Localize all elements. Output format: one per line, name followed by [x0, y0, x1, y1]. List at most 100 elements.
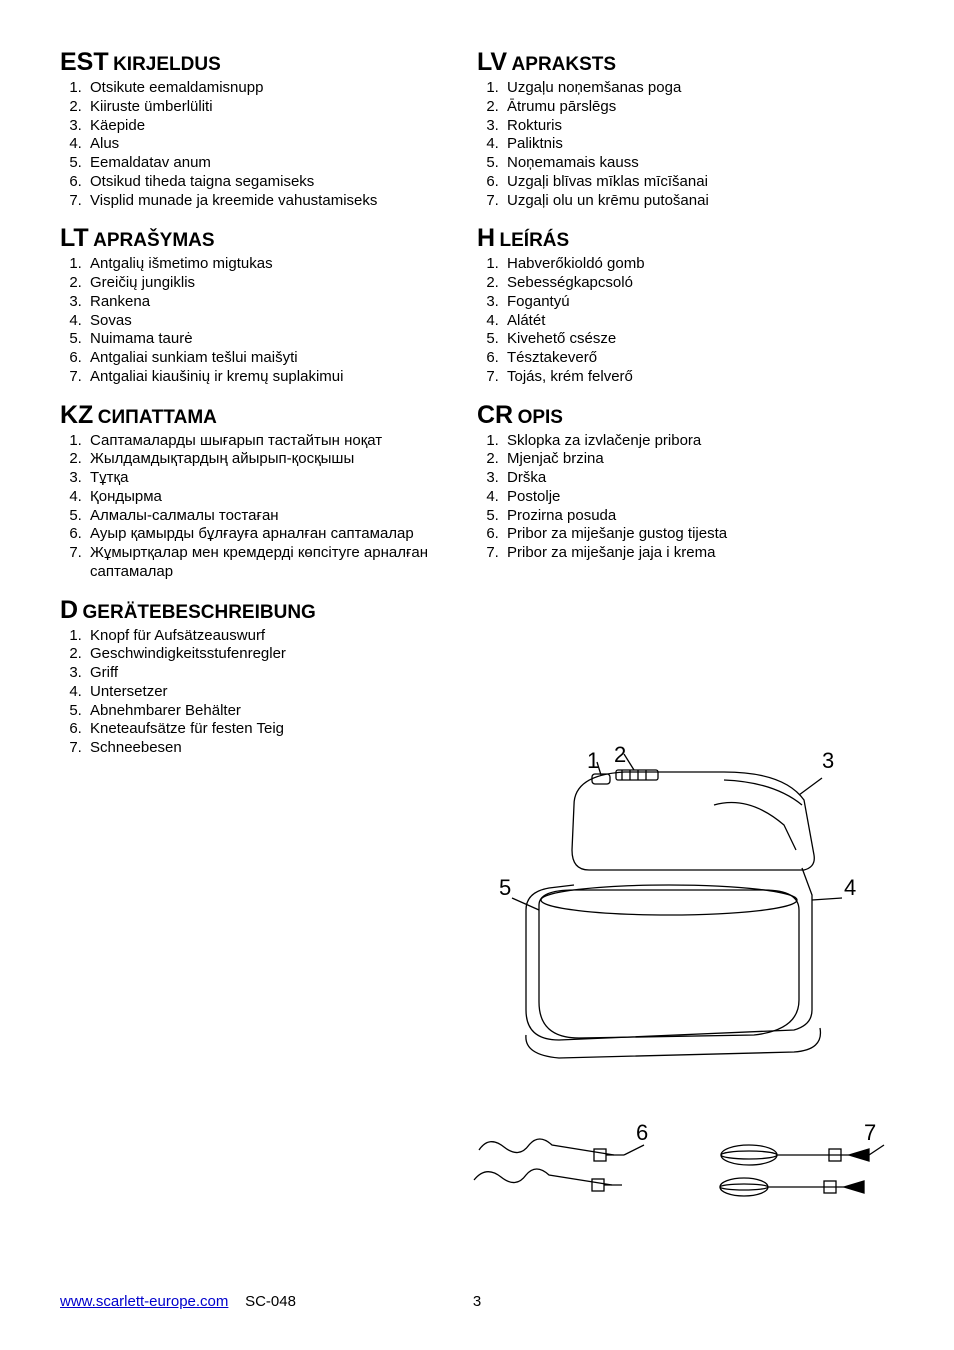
list-item: Habverőkioldó gomb — [503, 255, 894, 274]
list-item: Noņemamais kauss — [503, 154, 894, 173]
list-item: Abnehmbarer Behälter — [86, 702, 467, 721]
list-item: Rankena — [86, 293, 467, 312]
section-title-lt: LT APRAŠYMAS — [60, 224, 467, 253]
section-title-cr: CR OPIS — [477, 401, 894, 430]
list-item: Sovas — [86, 312, 467, 331]
list-item: Alátét — [503, 312, 894, 331]
title-word: OPIS — [518, 407, 563, 428]
columns-container: EST KIRJELDUS Otsikute eemaldamisnupp Ki… — [60, 48, 894, 772]
list-item: Postolje — [503, 488, 894, 507]
list-item: Ауыр қамырды бұлғауға арналған саптамала… — [86, 525, 467, 544]
list-item: Sklopka za izvlačenje pribora — [503, 432, 894, 451]
list-item: Käepide — [86, 117, 467, 136]
section-lt: LT APRAŠYMAS Antgalių išmetimo migtukas … — [60, 224, 467, 386]
list-item: Antgaliai kiaušinių ir kremų suplakimui — [86, 368, 467, 387]
parts-list-kz: Саптамаларды шығарып тастайтын ноқат Жыл… — [60, 432, 467, 582]
page-number: 3 — [473, 1293, 481, 1310]
product-diagram: 12 3 4 5 6 7 — [464, 740, 894, 1240]
title-word: LEÍRÁS — [500, 230, 570, 251]
list-item: Otsikute eemaldamisnupp — [86, 79, 467, 98]
list-item: Greičių jungiklis — [86, 274, 467, 293]
section-lv: LV APRAKSTS Uzgaļu noņemšanas poga Ātrum… — [477, 48, 894, 210]
list-item: Knopf für Aufsätzeauswurf — [86, 627, 467, 646]
section-est: EST KIRJELDUS Otsikute eemaldamisnupp Ki… — [60, 48, 467, 210]
title-word: APRAKSTS — [512, 54, 617, 75]
list-item: Kivehető csésze — [503, 330, 894, 349]
list-item: Schneebesen — [86, 739, 467, 758]
section-cr: CR OPIS Sklopka za izvlačenje pribora Mj… — [477, 401, 894, 563]
list-item: Paliktnis — [503, 135, 894, 154]
list-item: Саптамаларды шығарып тастайтын ноқат — [86, 432, 467, 451]
list-item: Otsikud tiheda taigna segamiseks — [86, 173, 467, 192]
lang-code: D — [60, 596, 78, 624]
list-item: Ātrumu pārslēgs — [503, 98, 894, 117]
page-footer: www.scarlett-europe.com SC-048 3 — [60, 1293, 894, 1310]
diagram-label-1: 1 — [587, 748, 599, 773]
list-item: Untersetzer — [86, 683, 467, 702]
lang-code: CR — [477, 401, 513, 429]
list-item: Drška — [503, 469, 894, 488]
list-item: Mjenjač brzina — [503, 450, 894, 469]
diagram-label-2: 2 — [614, 742, 626, 767]
list-item: Жұмыртқалар мен кремдерді көпсітуге арна… — [86, 544, 467, 582]
right-column: LV APRAKSTS Uzgaļu noņemšanas poga Ātrum… — [477, 48, 894, 772]
footer-link[interactable]: www.scarlett-europe.com — [60, 1293, 228, 1310]
section-h: H LEÍRÁS Habverőkioldó gomb Sebességkapc… — [477, 224, 894, 386]
list-item: Prozirna posuda — [503, 507, 894, 526]
section-d: D GERÄTEBESCHREIBUNG Knopf für Aufsätzea… — [60, 596, 467, 758]
mixer-diagram-svg: 12 3 4 5 6 7 — [464, 740, 894, 1240]
list-item: Nuimama taurė — [86, 330, 467, 349]
lang-code: EST — [60, 48, 109, 76]
list-item: Eemaldatav anum — [86, 154, 467, 173]
list-item: Kneteaufsätze für festen Teig — [86, 720, 467, 739]
footer-model: SC-048 — [233, 1293, 296, 1310]
list-item: Tésztakeverő — [503, 349, 894, 368]
lang-code: KZ — [60, 401, 93, 429]
lang-code: LT — [60, 224, 89, 252]
parts-list-lt: Antgalių išmetimo migtukas Greičių jungi… — [60, 255, 467, 386]
list-item: Тұтқа — [86, 469, 467, 488]
list-item: Fogantyú — [503, 293, 894, 312]
list-item: Pribor za miješanje jaja i krema — [503, 544, 894, 563]
diagram-label-5: 5 — [499, 875, 511, 900]
lang-code: H — [477, 224, 495, 252]
list-item: Kiiruste ümberlüliti — [86, 98, 467, 117]
list-item: Geschwindigkeitsstufenregler — [86, 645, 467, 664]
title-word: GERÄTEBESCHREIBUNG — [83, 602, 316, 623]
list-item: Alus — [86, 135, 467, 154]
list-item: Жылдамдықтардың айырып-қосқышы — [86, 450, 467, 469]
diagram-label-6: 6 — [636, 1120, 648, 1145]
section-title-kz: KZ СИПАТТАМА — [60, 401, 467, 430]
left-column: EST KIRJELDUS Otsikute eemaldamisnupp Ki… — [60, 48, 477, 772]
parts-list-cr: Sklopka za izvlačenje pribora Mjenjač br… — [477, 432, 894, 563]
diagram-label-4: 4 — [844, 875, 856, 900]
parts-list-d: Knopf für Aufsätzeauswurf Geschwindigkei… — [60, 627, 467, 758]
list-item: Tojás, krém felverő — [503, 368, 894, 387]
parts-list-est: Otsikute eemaldamisnupp Kiiruste ümberlü… — [60, 79, 467, 210]
parts-list-h: Habverőkioldó gomb Sebességkapcsoló Foga… — [477, 255, 894, 386]
list-item: Алмалы-салмалы тостаған — [86, 507, 467, 526]
section-title-h: H LEÍRÁS — [477, 224, 894, 253]
lang-code: LV — [477, 48, 507, 76]
list-item: Uzgaļi olu un krēmu putošanai — [503, 192, 894, 211]
list-item: Visplid munade ja kreemide vahustamiseks — [86, 192, 467, 211]
list-item: Griff — [86, 664, 467, 683]
title-word: KIRJELDUS — [113, 54, 221, 75]
section-title-lv: LV APRAKSTS — [477, 48, 894, 77]
title-word: СИПАТТАМА — [98, 407, 217, 428]
list-item: Antgalių išmetimo migtukas — [86, 255, 467, 274]
section-title-est: EST KIRJELDUS — [60, 48, 467, 77]
list-item: Sebességkapcsoló — [503, 274, 894, 293]
list-item: Pribor za miješanje gustog tijesta — [503, 525, 894, 544]
title-word: APRAŠYMAS — [93, 230, 214, 251]
section-kz: KZ СИПАТТАМА Саптамаларды шығарып тастай… — [60, 401, 467, 582]
list-item: Rokturis — [503, 117, 894, 136]
diagram-label-3: 3 — [822, 748, 834, 773]
list-item: Uzgaļu noņemšanas poga — [503, 79, 894, 98]
parts-list-lv: Uzgaļu noņemšanas poga Ātrumu pārslēgs R… — [477, 79, 894, 210]
section-title-d: D GERÄTEBESCHREIBUNG — [60, 596, 467, 625]
diagram-label-7: 7 — [864, 1120, 876, 1145]
list-item: Antgaliai sunkiam tešlui maišyti — [86, 349, 467, 368]
list-item: Қондырма — [86, 488, 467, 507]
list-item: Uzgaļi blīvas mīklas mīcīšanai — [503, 173, 894, 192]
